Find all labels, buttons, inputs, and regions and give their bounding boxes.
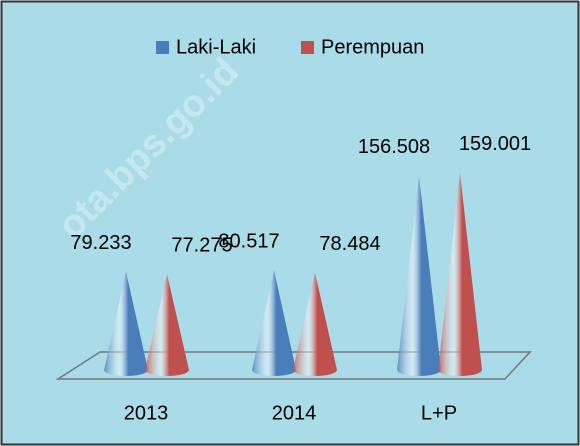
legend-label: Perempuan (321, 36, 424, 58)
cone (293, 272, 337, 376)
cone (145, 274, 189, 376)
cone (104, 271, 148, 376)
cone (438, 172, 482, 376)
cone (252, 270, 296, 376)
data-label: 78.484 (319, 233, 380, 255)
data-label: 156.508 (358, 136, 430, 158)
data-label: 80.517 (218, 230, 279, 252)
x-tick-label: 2013 (124, 402, 169, 424)
x-tick-label: L+P (421, 402, 457, 424)
legend-label: Laki-Laki (176, 36, 256, 58)
data-label: 77.275 (171, 234, 232, 256)
data-label: 79.233 (70, 232, 131, 254)
x-tick-label: 2014 (272, 402, 317, 424)
legend-swatch (156, 41, 169, 54)
data-label: 159.001 (459, 133, 531, 155)
cone (397, 175, 441, 376)
legend-swatch (301, 41, 314, 54)
